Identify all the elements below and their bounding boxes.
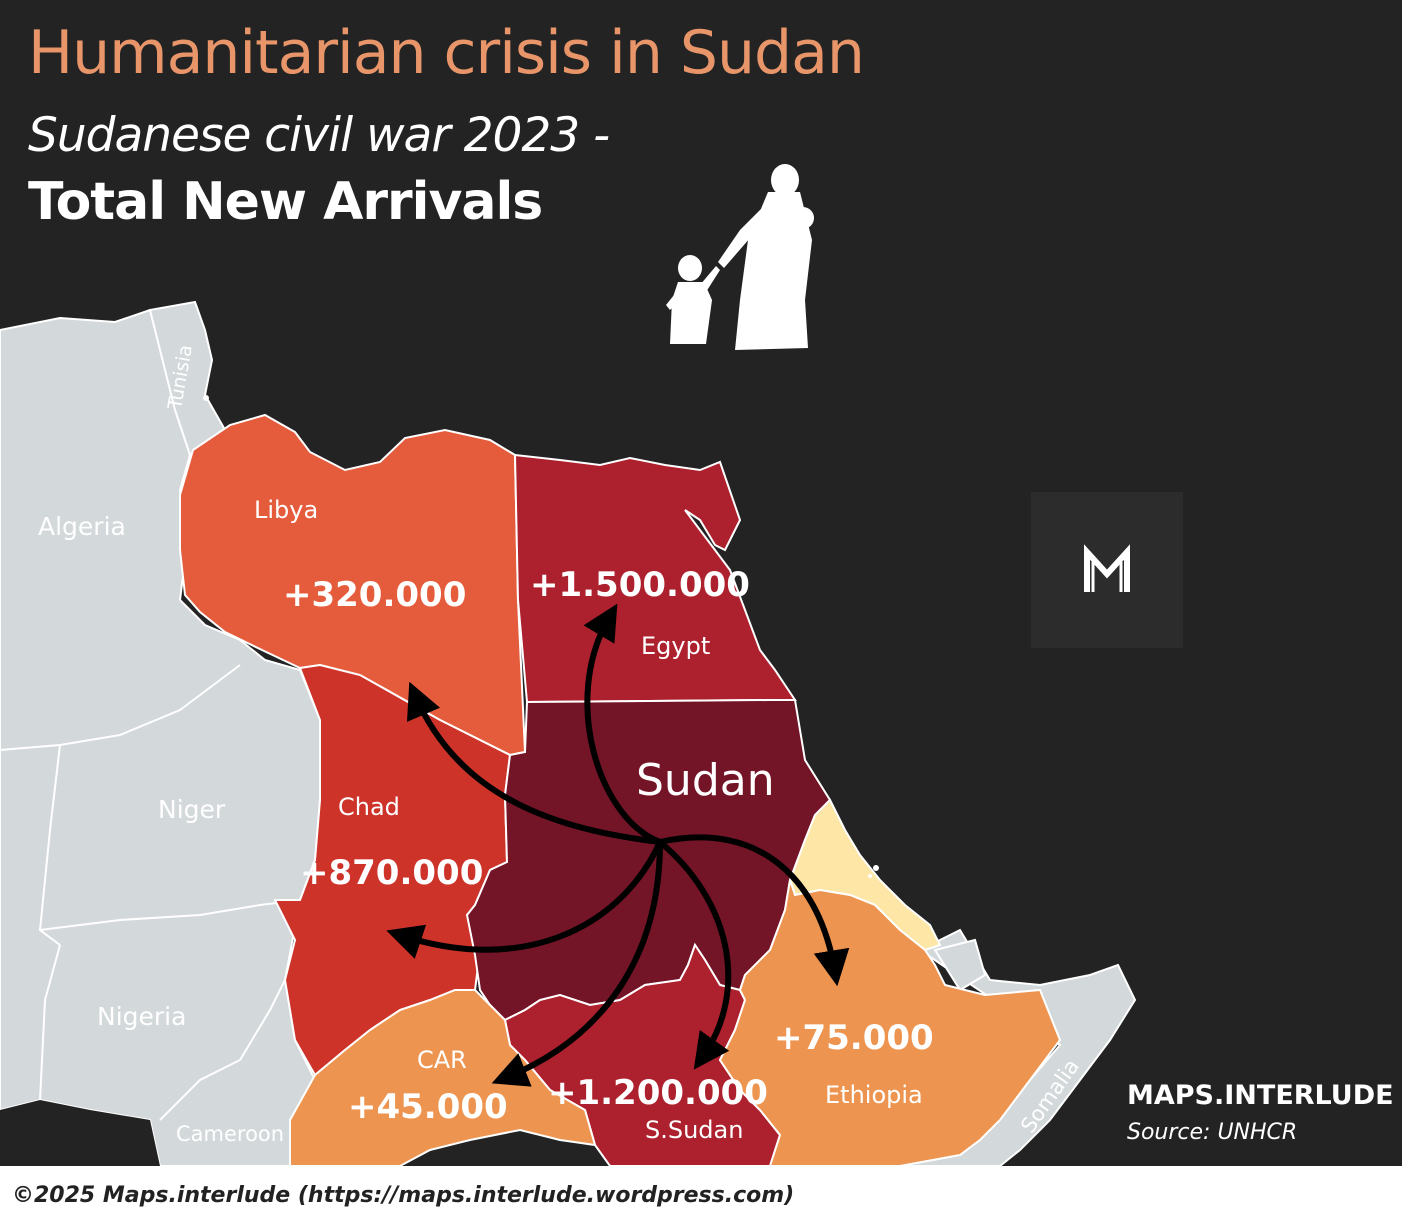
value-car: +45.000 bbox=[348, 1087, 508, 1127]
arrow-to-libya bbox=[406, 681, 663, 845]
label-nigeria: Nigeria bbox=[97, 1002, 187, 1031]
label-south-sudan: S.Sudan bbox=[645, 1116, 744, 1144]
label-algeria: Algeria bbox=[38, 512, 126, 541]
label-car: CAR bbox=[417, 1046, 467, 1074]
region-ethiopia bbox=[718, 879, 1062, 1167]
label-ethiopia: Ethiopia bbox=[825, 1081, 923, 1109]
value-chad: +870.000 bbox=[300, 853, 484, 893]
label-sudan: Sudan bbox=[636, 755, 775, 806]
label-niger: Niger bbox=[158, 795, 226, 824]
source-label: Source: UNHCR bbox=[1127, 1120, 1298, 1145]
value-ethiopia: +75.000 bbox=[774, 1018, 934, 1058]
label-chad: Chad bbox=[338, 793, 400, 821]
red-sea-islands bbox=[203, 395, 879, 878]
neighbor-land bbox=[0, 300, 1137, 1167]
region-car bbox=[289, 989, 597, 1167]
arrow-to-ethiopia bbox=[657, 834, 850, 987]
value-egypt: +1.500.000 bbox=[530, 565, 750, 605]
arrow-to-south-sudan bbox=[657, 839, 732, 1070]
refugee-flow-arrows bbox=[386, 603, 850, 1087]
region-tunisia bbox=[148, 300, 227, 457]
value-south-sudan: +1.200.000 bbox=[548, 1073, 768, 1113]
maps-interlude-logo-icon bbox=[1084, 544, 1130, 592]
label-cameroon: Cameroon bbox=[176, 1122, 285, 1146]
region-east bbox=[933, 938, 987, 992]
footer-credit: ©2025 Maps.interlude (https://maps.inter… bbox=[12, 1183, 795, 1208]
label-libya: Libya bbox=[254, 496, 319, 524]
map-subtitle-total: Total New Arrivals bbox=[28, 172, 543, 232]
logo-box bbox=[1031, 492, 1183, 648]
arrow-to-egypt bbox=[583, 603, 663, 845]
map-title: Humanitarian crisis in Sudan bbox=[28, 18, 865, 88]
label-egypt: Egypt bbox=[641, 632, 711, 660]
map-subtitle: Sudanese civil war 2023 - bbox=[28, 108, 610, 163]
brand-label: MAPS.INTERLUDE bbox=[1127, 1080, 1394, 1111]
arrow-to-chad bbox=[386, 839, 663, 959]
refugee-mother-child-icon bbox=[666, 164, 814, 350]
arrow-to-car bbox=[491, 839, 663, 1087]
value-libya: +320.000 bbox=[283, 575, 467, 615]
gulf-of-guinea bbox=[0, 1100, 160, 1166]
